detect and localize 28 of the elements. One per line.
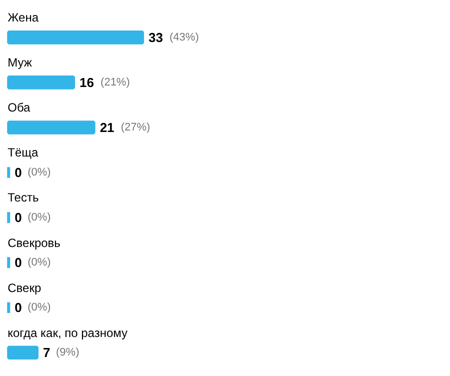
y-tick-label: Свекр (8, 280, 42, 295)
y-tick-label: Оба (8, 100, 31, 115)
annotation: (9%) (56, 346, 80, 359)
data-label: 0 (14, 255, 22, 270)
annotation: (21%) (100, 76, 130, 88)
annotation: (0%) (28, 256, 51, 269)
y-tick-label: Тёща (8, 146, 38, 160)
data-label: 0 (14, 165, 22, 180)
data-label: 16 (80, 74, 94, 90)
annotation: (0%) (28, 212, 51, 224)
bar (7, 76, 76, 90)
data-label: 21 (100, 120, 114, 135)
y-tick-label: Свекровь (8, 236, 60, 250)
y-tick-label: Жена (8, 10, 39, 25)
y-tick-label: Муж (8, 56, 32, 70)
data-label: 33 (148, 30, 163, 45)
annotation: (0%) (28, 302, 51, 314)
bar (7, 120, 96, 134)
annotation: (43%) (170, 31, 199, 44)
bar (7, 346, 39, 360)
y-tick-label: когда как, по разному (8, 326, 128, 340)
annotation: (0%) (28, 166, 51, 179)
data-label: 0 (14, 300, 22, 316)
y-tick-label: Тесть (8, 190, 39, 205)
data-label: 7 (43, 345, 50, 360)
data-label: 0 (14, 210, 22, 226)
annotation: (27%) (120, 121, 150, 134)
bar (7, 30, 144, 44)
